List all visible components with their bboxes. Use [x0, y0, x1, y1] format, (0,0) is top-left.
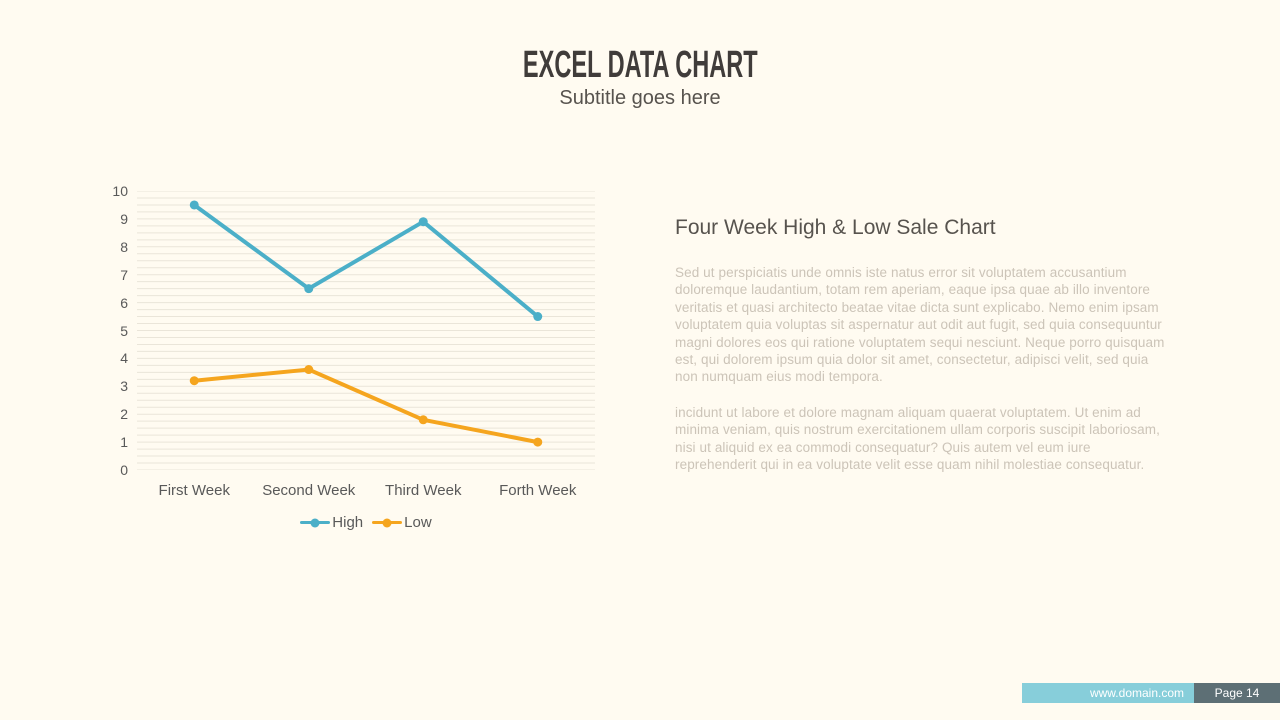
slide-title: EXCEL DATA CHART [522, 44, 758, 86]
data-point-low [533, 437, 543, 447]
x-tick-label: Forth Week [499, 482, 577, 499]
slide-header: EXCEL DATA CHART Subtitle goes here [0, 46, 1280, 110]
y-tick-label: 9 [120, 210, 128, 227]
series-line-low [192, 367, 540, 445]
data-point-low [189, 376, 199, 386]
data-point-high [189, 200, 199, 210]
legend-label: High [332, 514, 364, 531]
content-heading: Four Week High & Low Sale Chart [675, 216, 996, 239]
x-axis: First Week Second Week Third Week Forth Wee… [137, 482, 595, 499]
legend-item-high: High [300, 514, 363, 531]
y-tick-label: 0 [120, 462, 128, 478]
y-tick-label: 8 [120, 238, 128, 255]
chart-plot [137, 190, 595, 471]
data-point-high [418, 217, 428, 227]
y-tick-label: 6 [120, 294, 128, 311]
content-paragraph-2: incidunt ut labore et dolore magnam aliq… [675, 404, 1160, 473]
data-point-low [418, 415, 428, 425]
x-tick-label: First Week [158, 482, 230, 499]
content-block: Four Week High & Low Sale Chart Sed ut p… [675, 214, 1167, 491]
x-tick-label: Second Week [262, 482, 356, 499]
x-tick-label: Third Week [385, 482, 462, 499]
data-point-high [533, 312, 543, 322]
legend-marker [300, 518, 331, 527]
y-tick-label: 4 [120, 350, 128, 367]
y-tick-label: 7 [120, 266, 128, 283]
footer-page-badge: Page 14 [1194, 683, 1280, 703]
legend-item-low: Low [372, 514, 432, 531]
legend-marker [372, 518, 403, 527]
series-line-high [192, 202, 540, 319]
line-chart: 0 1 2 3 4 5 6 7 8 9 10 First Week Second Week Third … [112, 183, 595, 531]
legend-marker-dot [382, 518, 392, 527]
chart-legend: High Low [137, 514, 595, 531]
y-tick-label: 5 [120, 322, 128, 339]
y-tick-label: 2 [120, 406, 128, 423]
legend-marker-dot [310, 518, 320, 527]
y-axis: 0 1 2 3 4 5 6 7 8 9 10 [95, 183, 137, 478]
y-tick-label: 10 [112, 183, 128, 199]
footer-domain: www.domain.com [1022, 683, 1194, 703]
legend-label: Low [404, 514, 432, 531]
slide-subtitle: Subtitle goes here [559, 87, 721, 109]
data-point-low [304, 365, 314, 375]
y-tick-label: 1 [120, 434, 128, 451]
content-paragraph-1: Sed ut perspiciatis unde omnis iste natu… [675, 265, 1165, 385]
y-tick-label: 3 [120, 378, 128, 395]
data-point-high [304, 284, 314, 294]
chart-canvas [137, 190, 595, 471]
